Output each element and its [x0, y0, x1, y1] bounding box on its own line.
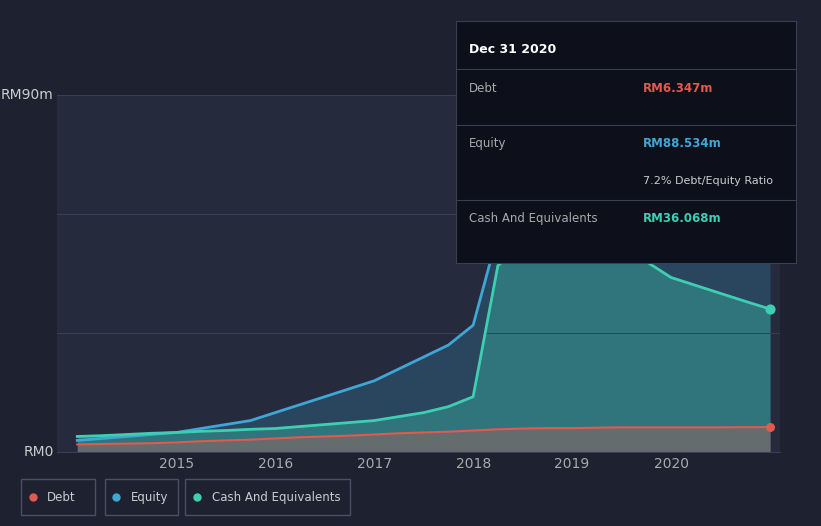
Text: RM90m: RM90m — [1, 88, 54, 102]
Text: RM0: RM0 — [24, 446, 54, 459]
Text: Debt: Debt — [48, 491, 76, 503]
Text: Equity: Equity — [470, 137, 507, 150]
Text: Equity: Equity — [131, 491, 168, 503]
Text: Cash And Equivalents: Cash And Equivalents — [212, 491, 340, 503]
Text: RM6.347m: RM6.347m — [643, 82, 713, 95]
Text: RM36.068m: RM36.068m — [643, 212, 722, 225]
Text: Dec 31 2020: Dec 31 2020 — [470, 43, 557, 56]
Text: 7.2% Debt/Equity Ratio: 7.2% Debt/Equity Ratio — [643, 176, 773, 186]
Text: RM88.534m: RM88.534m — [643, 137, 722, 150]
Text: Cash And Equivalents: Cash And Equivalents — [470, 212, 598, 225]
Point — [764, 423, 777, 431]
Point — [764, 305, 777, 313]
Point — [764, 96, 777, 105]
Text: Debt: Debt — [470, 82, 498, 95]
